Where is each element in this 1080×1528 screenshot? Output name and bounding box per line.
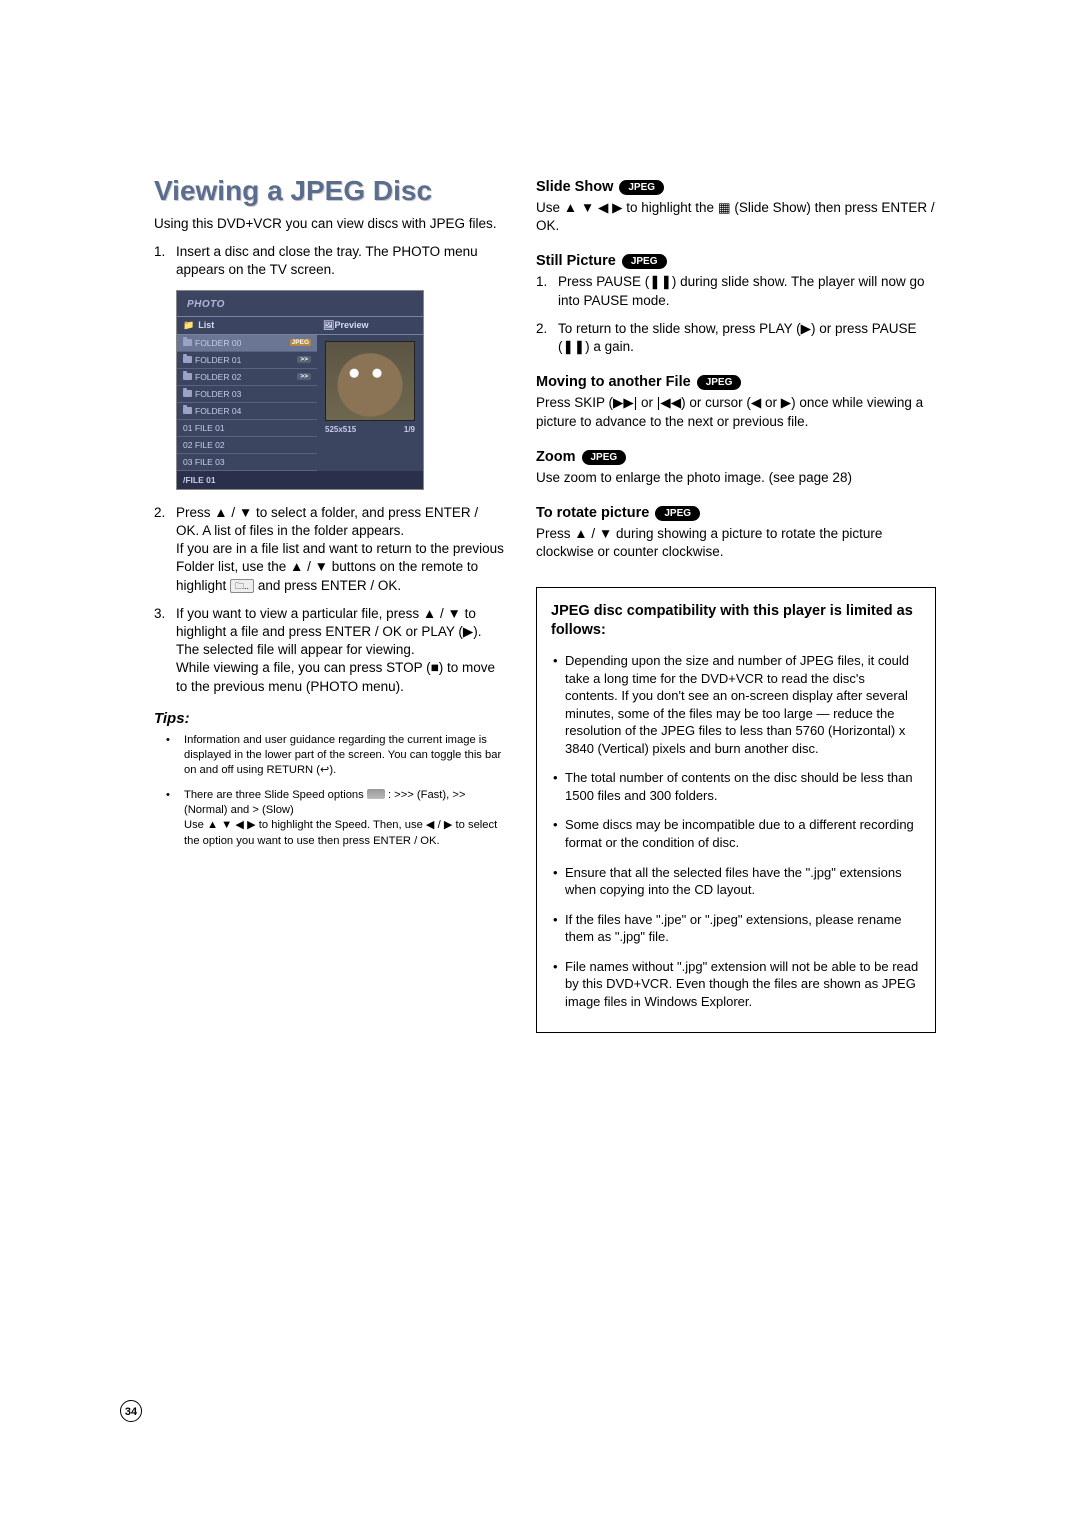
page-title: Viewing a JPEG Disc <box>154 175 504 207</box>
compat-item: The total number of contents on the disc… <box>551 769 921 804</box>
steps-list-2: 2. Press ▲ / ▼ to select a folder, and p… <box>154 504 504 696</box>
jpeg-badge: JPEG <box>619 180 664 195</box>
manual-page: Viewing a JPEG Disc Using this DVD+VCR y… <box>154 175 944 1033</box>
rotate-text: Press ▲ / ▼ during showing a picture to … <box>536 525 936 561</box>
compat-item: If the files have ".jpe" or ".jpeg" exte… <box>551 911 921 946</box>
step-1-text: Insert a disc and close the tray. The PH… <box>176 244 478 277</box>
photo-menu-list: 📁List FOLDER 00JPEG FOLDER 01>> FOLDER 0… <box>177 316 317 471</box>
list-item: FOLDER 02>> <box>177 369 317 386</box>
compat-item: Depending upon the size and number of JP… <box>551 652 921 757</box>
zoom-heading: Zoom <box>536 449 575 465</box>
step-3: 3. If you want to view a particular file… <box>154 605 504 696</box>
zoom-section: Zoom JPEG Use zoom to enlarge the photo … <box>536 449 936 487</box>
compat-item: File names without ".jpg" extension will… <box>551 958 921 1011</box>
steps-list: 1.Insert a disc and close the tray. The … <box>154 243 504 279</box>
list-item: FOLDER 00JPEG <box>177 335 317 352</box>
slide-show-section: Slide Show JPEG Use ▲ ▼ ◀ ▶ to highlight… <box>536 179 936 235</box>
tips-list: Information and user guidance regarding … <box>154 733 504 849</box>
tip-1: Information and user guidance regarding … <box>154 733 504 778</box>
page-number: 34 <box>120 1400 142 1422</box>
right-column: Slide Show JPEG Use ▲ ▼ ◀ ▶ to highlight… <box>536 175 936 1033</box>
still-picture-section: Still Picture JPEG 1.Press PAUSE (❚❚) du… <box>536 253 936 356</box>
step-2: 2. Press ▲ / ▼ to select a folder, and p… <box>154 504 504 595</box>
rotate-heading: To rotate picture <box>536 505 649 521</box>
photo-menu-screenshot: PHOTO 📁List FOLDER 00JPEG FOLDER 01>> FO… <box>176 290 424 490</box>
still-picture-heading: Still Picture <box>536 253 616 269</box>
compat-item: Some discs may be incompatible due to a … <box>551 816 921 851</box>
step-3a: If you want to view a particular file, p… <box>176 606 482 657</box>
jpeg-badge: JPEG <box>697 375 742 390</box>
jpeg-badge: JPEG <box>655 506 700 521</box>
list-item: FOLDER 01>> <box>177 352 317 369</box>
list-item: 01 FILE 01 <box>177 420 317 437</box>
tip-2: There are three Slide Speed options : >>… <box>154 788 504 848</box>
left-column: Viewing a JPEG Disc Using this DVD+VCR y… <box>154 175 504 859</box>
zoom-text: Use zoom to enlarge the photo image. (se… <box>536 469 936 487</box>
still-step-1: 1.Press PAUSE (❚❚) during slide show. Th… <box>536 273 936 309</box>
compat-item: Ensure that all the selected files have … <box>551 864 921 899</box>
list-header: 📁List <box>177 316 317 335</box>
moving-file-section: Moving to another File JPEG Press SKIP (… <box>536 374 936 430</box>
photo-menu-preview: 🖼Preview 525x5151/9 <box>317 316 423 471</box>
compatibility-box: JPEG disc compatibility with this player… <box>536 587 936 1033</box>
preview-image <box>325 341 415 421</box>
list-item: 02 FILE 02 <box>177 437 317 454</box>
jpeg-badge: JPEG <box>582 450 627 465</box>
jpeg-badge: JPEG <box>622 254 667 269</box>
slide-speed-icon <box>367 789 385 799</box>
tips-heading: Tips: <box>154 710 504 727</box>
list-item: 03 FILE 03 <box>177 454 317 471</box>
moving-file-text: Press SKIP (▶▶| or |◀◀) or cursor (◀ or … <box>536 394 936 430</box>
list-item: FOLDER 03 <box>177 386 317 403</box>
photo-menu-footer: /FILE 01 <box>177 471 423 489</box>
step-2c: and press ENTER / OK. <box>254 578 401 593</box>
step-3b: While viewing a file, you can press STOP… <box>176 660 495 693</box>
still-step-2: 2.To return to the slide show, press PLA… <box>536 320 936 356</box>
intro-text: Using this DVD+VCR you can view discs wi… <box>154 215 504 233</box>
step-1: 1.Insert a disc and close the tray. The … <box>154 243 504 279</box>
slide-show-text: Use ▲ ▼ ◀ ▶ to highlight the ▦ (Slide Sh… <box>536 199 936 235</box>
preview-info: 525x5151/9 <box>317 425 423 438</box>
moving-file-heading: Moving to another File <box>536 374 691 390</box>
list-item: FOLDER 04 <box>177 403 317 420</box>
compat-heading: JPEG disc compatibility with this player… <box>551 602 921 640</box>
rotate-section: To rotate picture JPEG Press ▲ / ▼ durin… <box>536 505 936 561</box>
step-2a: Press ▲ / ▼ to select a folder, and pres… <box>176 505 478 538</box>
up-folder-icon: 🗀.. <box>230 579 254 593</box>
slide-show-heading: Slide Show <box>536 179 613 195</box>
photo-menu-title: PHOTO <box>177 291 423 316</box>
preview-header: 🖼Preview <box>317 316 423 335</box>
